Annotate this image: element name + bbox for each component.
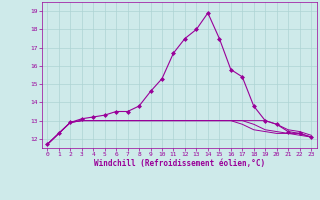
X-axis label: Windchill (Refroidissement éolien,°C): Windchill (Refroidissement éolien,°C) <box>94 159 265 168</box>
